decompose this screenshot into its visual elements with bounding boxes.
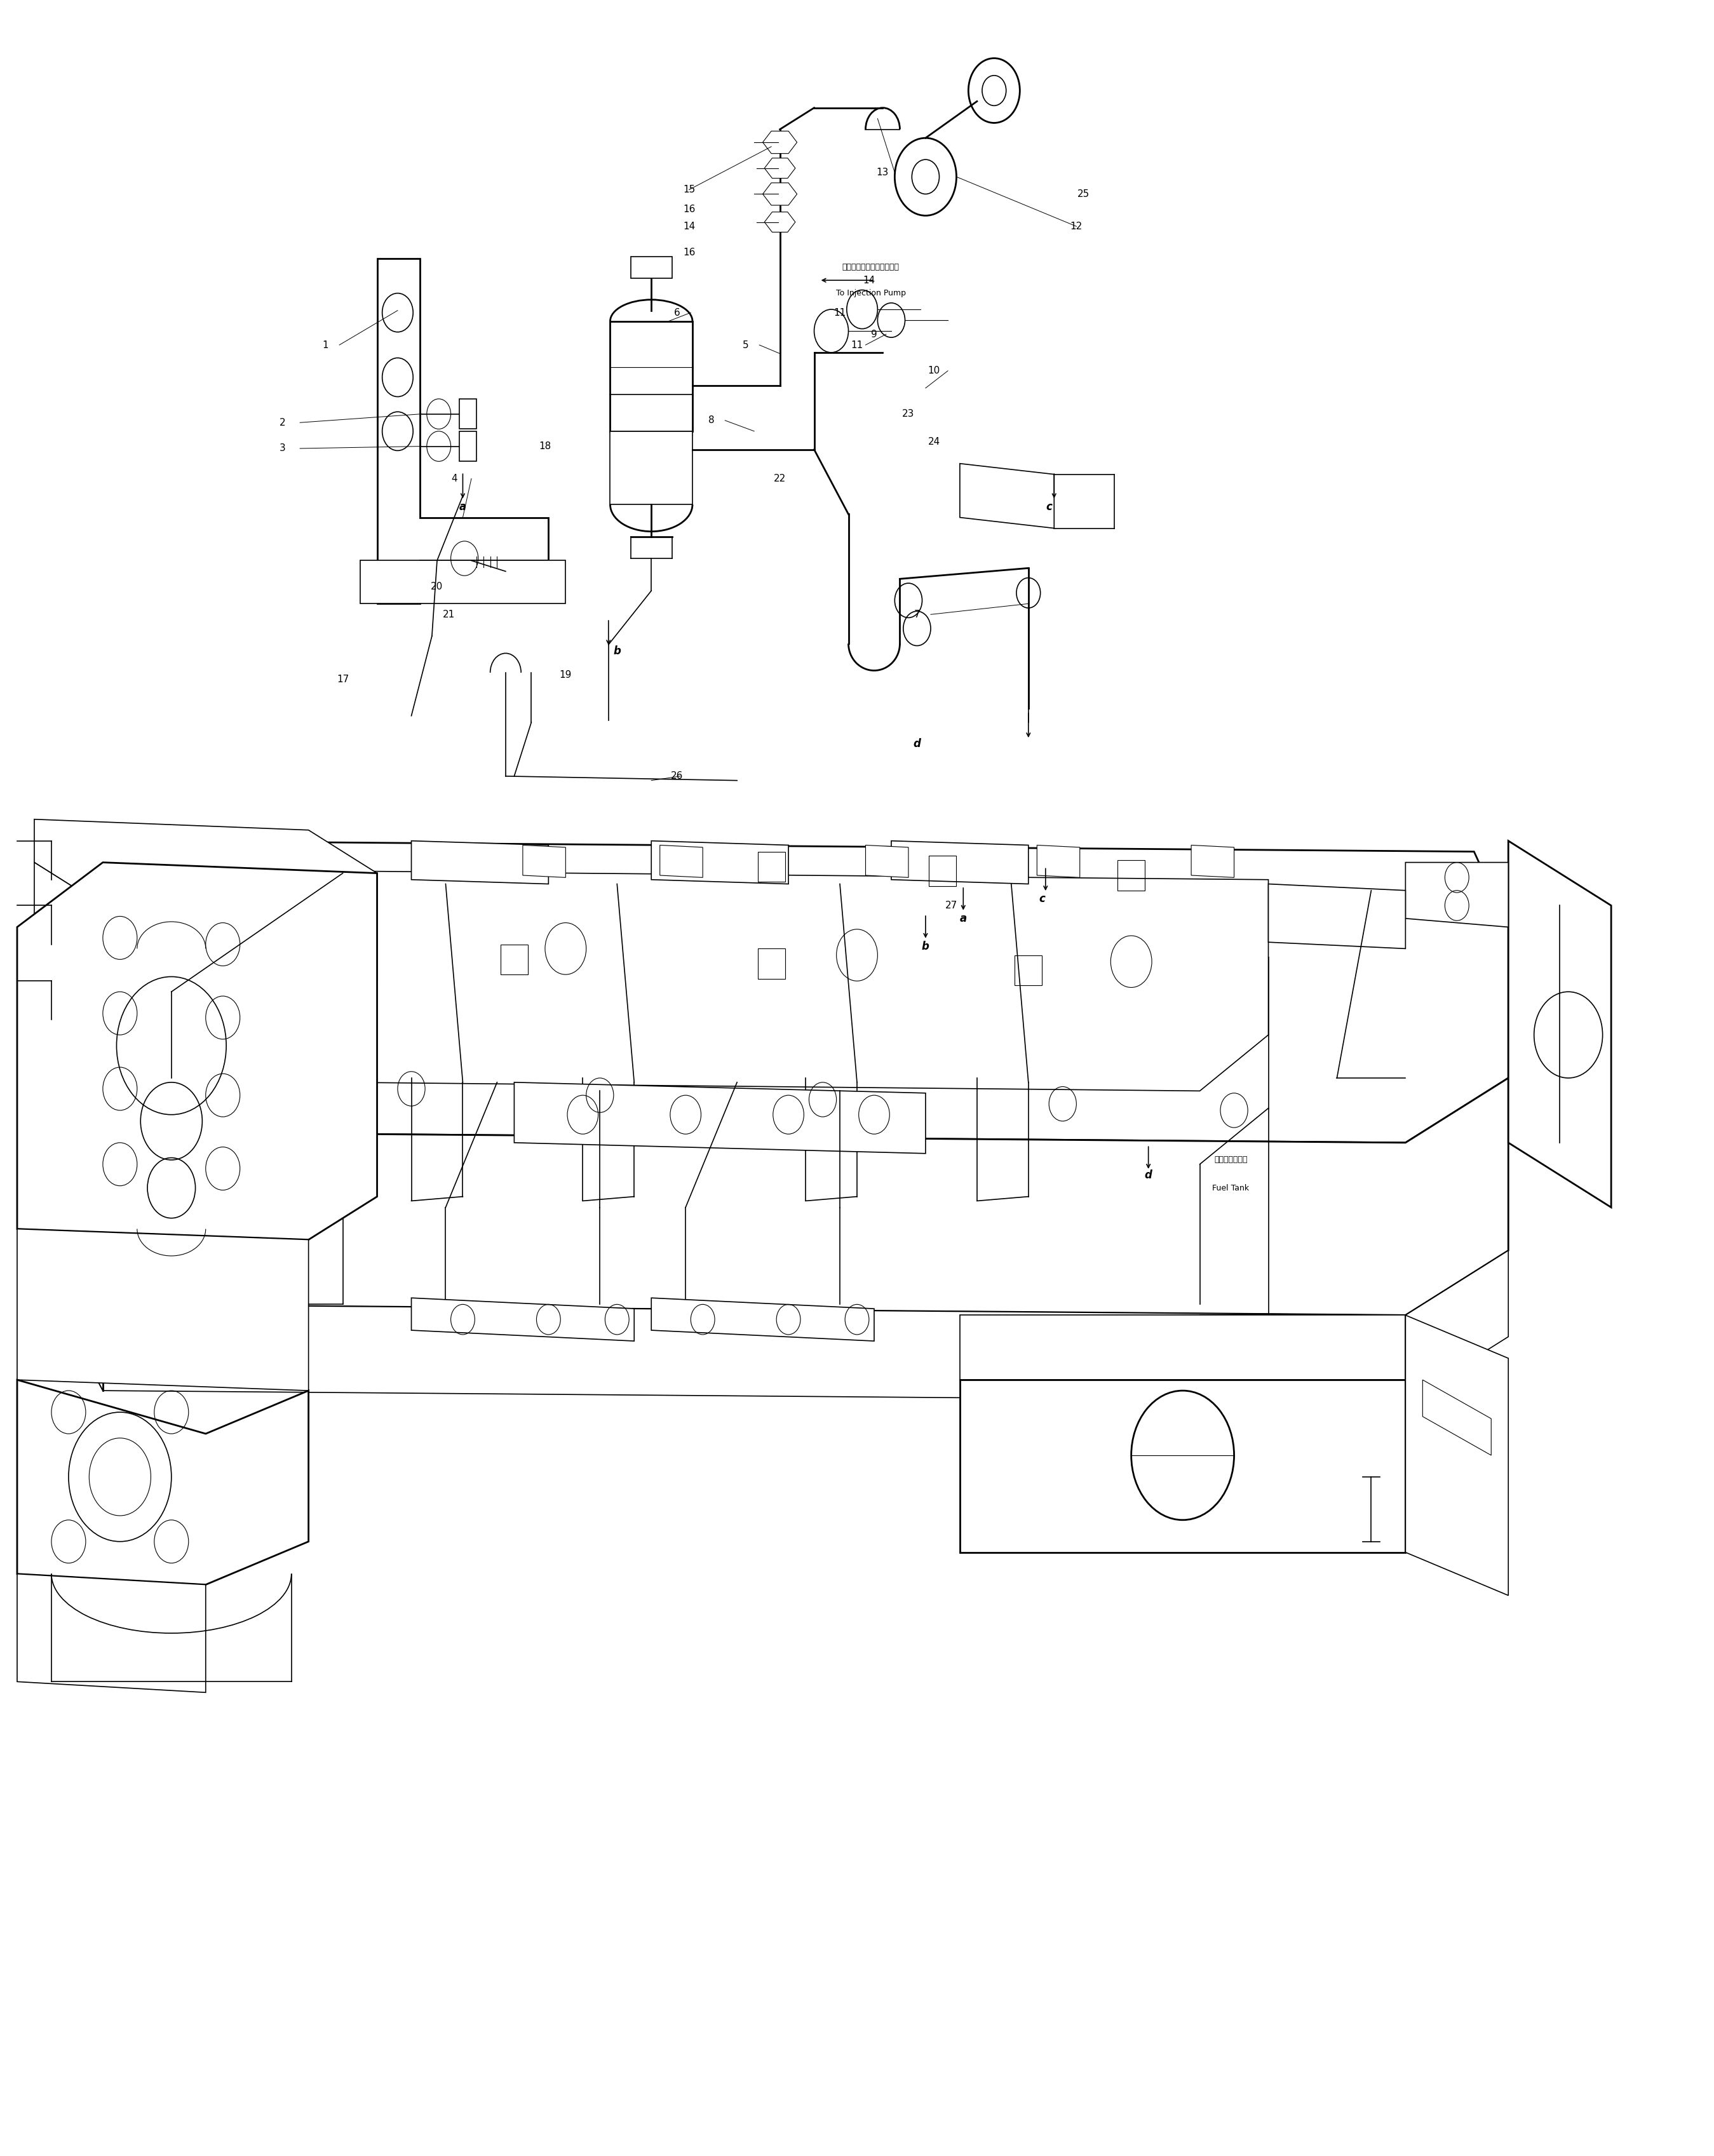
Polygon shape	[514, 1082, 926, 1153]
Text: 13: 13	[876, 168, 890, 177]
Polygon shape	[764, 157, 795, 179]
Text: 4: 4	[451, 474, 458, 483]
Polygon shape	[17, 1574, 206, 1692]
Text: 17: 17	[336, 675, 350, 683]
Text: b: b	[922, 940, 929, 953]
Text: 14: 14	[862, 276, 876, 285]
Polygon shape	[651, 1298, 874, 1341]
Text: フュエルタンク: フュエルタンク	[1214, 1156, 1248, 1164]
Text: 6: 6	[674, 308, 680, 317]
Text: 22: 22	[773, 474, 787, 483]
Polygon shape	[459, 431, 476, 461]
Polygon shape	[411, 1298, 634, 1341]
Text: a: a	[960, 912, 967, 925]
Text: 9: 9	[871, 330, 878, 338]
Text: 1: 1	[322, 341, 329, 349]
Polygon shape	[1191, 845, 1234, 877]
Polygon shape	[360, 561, 566, 604]
Text: 12: 12	[1070, 222, 1083, 231]
Polygon shape	[763, 183, 797, 205]
Polygon shape	[523, 845, 566, 877]
Polygon shape	[1268, 884, 1405, 949]
Polygon shape	[377, 259, 548, 604]
Text: 19: 19	[559, 671, 572, 679]
Polygon shape	[34, 819, 377, 916]
Polygon shape	[610, 431, 692, 505]
Text: 27: 27	[944, 901, 958, 910]
Polygon shape	[660, 845, 703, 877]
Polygon shape	[69, 1240, 1508, 1401]
Polygon shape	[17, 1229, 309, 1391]
Polygon shape	[763, 132, 797, 153]
Text: 25: 25	[1076, 190, 1090, 198]
Text: 8: 8	[708, 416, 715, 425]
Polygon shape	[69, 1067, 1508, 1315]
Polygon shape	[960, 1315, 1405, 1380]
Polygon shape	[17, 862, 377, 1240]
Text: To Injection Pump: To Injection Pump	[836, 289, 905, 298]
Polygon shape	[1405, 862, 1508, 927]
Text: d: d	[914, 737, 920, 750]
Polygon shape	[651, 841, 788, 884]
Text: 18: 18	[538, 442, 552, 451]
Polygon shape	[411, 841, 548, 884]
Text: 3: 3	[279, 444, 286, 453]
Polygon shape	[69, 841, 137, 1067]
Text: 26: 26	[670, 772, 684, 780]
Polygon shape	[17, 1380, 309, 1585]
Text: 11: 11	[833, 308, 847, 317]
Polygon shape	[610, 321, 692, 431]
Text: b: b	[614, 645, 620, 658]
Text: 15: 15	[682, 185, 696, 194]
Text: 24: 24	[927, 438, 941, 446]
Polygon shape	[1508, 841, 1611, 1207]
Text: d: d	[1145, 1169, 1152, 1181]
Text: 14: 14	[682, 222, 696, 231]
Polygon shape	[291, 871, 1268, 1091]
Polygon shape	[459, 399, 476, 429]
Polygon shape	[69, 841, 1508, 1143]
Polygon shape	[764, 211, 795, 233]
Polygon shape	[1423, 1380, 1491, 1455]
Text: 5: 5	[742, 341, 749, 349]
Polygon shape	[960, 464, 1054, 528]
Text: c: c	[1039, 893, 1046, 906]
Text: 10: 10	[927, 367, 941, 375]
Text: 23: 23	[902, 410, 915, 418]
Text: 21: 21	[442, 610, 456, 619]
Text: a: a	[459, 500, 466, 513]
Text: 2: 2	[279, 418, 286, 427]
Polygon shape	[1405, 1315, 1508, 1595]
Text: Fuel Tank: Fuel Tank	[1212, 1184, 1250, 1192]
Text: 11: 11	[850, 341, 864, 349]
Text: c: c	[1046, 500, 1052, 513]
Polygon shape	[1037, 845, 1080, 877]
Text: 20: 20	[430, 582, 444, 591]
Text: 16: 16	[682, 248, 696, 257]
Text: 16: 16	[682, 205, 696, 213]
Polygon shape	[960, 1380, 1405, 1552]
Polygon shape	[891, 841, 1028, 884]
Text: インジェクションポンプへ: インジェクションポンプへ	[842, 263, 900, 272]
Polygon shape	[866, 845, 908, 877]
Polygon shape	[631, 257, 672, 278]
Text: 7: 7	[914, 610, 920, 619]
Polygon shape	[34, 862, 377, 981]
